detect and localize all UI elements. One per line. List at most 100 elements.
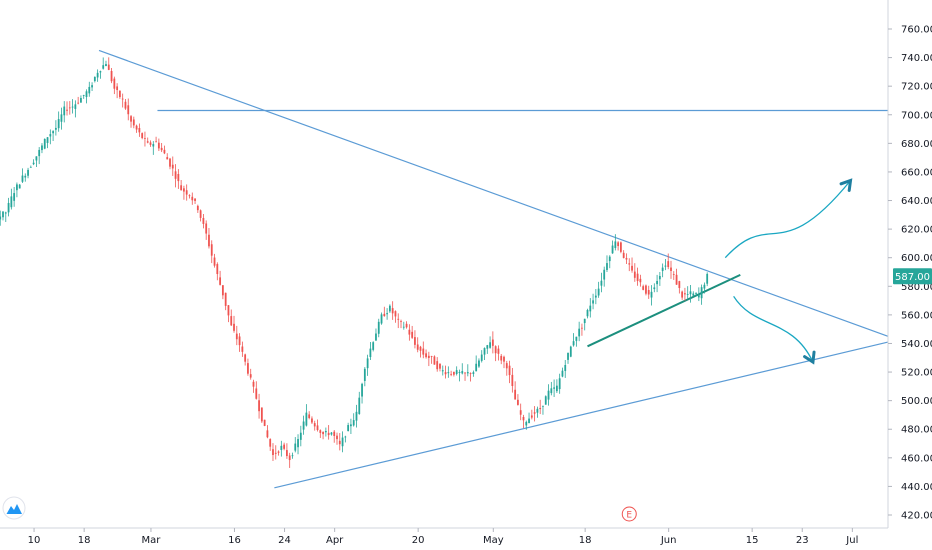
candle	[397, 313, 400, 329]
candle	[155, 136, 157, 143]
candle	[358, 391, 361, 415]
time-tick-label: Mar	[142, 535, 162, 546]
time-tick-label: 15	[746, 535, 759, 546]
candle	[625, 253, 628, 264]
candle	[43, 138, 46, 150]
candle	[469, 372, 472, 382]
candle	[631, 257, 633, 273]
candle	[194, 197, 196, 204]
candle	[558, 373, 561, 394]
earnings-marker-label: E	[626, 511, 632, 521]
candle	[60, 107, 63, 130]
current-price-label: 587.00	[893, 268, 932, 285]
candle	[530, 409, 533, 420]
candle	[533, 406, 536, 422]
time-axis[interactable]: 10 18 Mar 16 24 Apr 20 May 18 Jun 15 23 Jul	[28, 528, 859, 546]
candle	[221, 285, 224, 300]
descending-resistance-line[interactable]	[98, 49, 889, 337]
candle	[383, 306, 386, 317]
candle	[244, 353, 247, 366]
tradingview-cloud-icon[interactable]	[2, 496, 26, 520]
candle	[146, 137, 149, 144]
candle	[656, 274, 658, 293]
candle	[642, 284, 645, 291]
candle	[519, 403, 522, 421]
candle	[586, 308, 589, 319]
candle	[316, 419, 319, 432]
short-rising-support-line[interactable]	[587, 273, 741, 348]
price-tick-label: 640.00	[901, 196, 932, 207]
candle	[341, 431, 344, 453]
candle	[138, 123, 141, 137]
candle	[113, 76, 116, 95]
price-axis[interactable]: 420.00 440.00 460.00 480.00 500.00 520.00 540.…	[888, 25, 932, 522]
candle	[119, 90, 121, 99]
candle	[107, 57, 110, 71]
candle	[436, 357, 439, 372]
candle	[63, 101, 66, 123]
candle	[322, 431, 324, 440]
candle	[166, 153, 169, 160]
current-price-badge	[893, 268, 932, 285]
candle	[475, 355, 478, 372]
candle	[249, 368, 252, 380]
earnings-marker[interactable]: E	[621, 506, 637, 522]
candle	[319, 429, 322, 438]
price-tick-label: 620.00	[901, 225, 932, 236]
candle	[494, 345, 497, 362]
candle	[536, 406, 539, 418]
ascending-support-line[interactable]	[274, 341, 889, 489]
price-tick-label: 760.00	[901, 25, 932, 36]
candle	[517, 394, 519, 406]
candle	[13, 186, 16, 207]
candle	[344, 435, 347, 443]
price-tick-label: 680.00	[901, 139, 932, 150]
candle	[82, 94, 85, 99]
candle	[216, 262, 219, 281]
candle	[27, 167, 29, 179]
bullish-scenario-arrow[interactable]	[724, 178, 853, 259]
price-tick-label: 440.00	[901, 482, 932, 493]
candle	[461, 363, 464, 375]
candle	[302, 415, 305, 435]
candle	[2, 211, 4, 221]
earnings-marker-circle[interactable]	[621, 506, 637, 522]
candle	[411, 325, 414, 339]
candle	[600, 272, 603, 293]
candle	[49, 129, 52, 145]
candle	[578, 321, 581, 342]
time-tick-label: 10	[28, 535, 41, 546]
candle	[327, 425, 330, 440]
candle	[235, 325, 238, 346]
candle	[185, 184, 188, 201]
candle	[258, 393, 260, 419]
time-tick-label: Jun	[660, 535, 677, 546]
candle	[706, 272, 709, 287]
candle	[645, 284, 647, 296]
candle	[110, 68, 113, 84]
candle	[572, 333, 575, 347]
candle	[74, 100, 77, 118]
bearish-scenario-arrow[interactable]	[733, 295, 816, 365]
candle	[441, 365, 444, 376]
candle	[288, 452, 291, 468]
candle	[160, 142, 163, 153]
candle	[213, 253, 216, 268]
price-tick-label: 480.00	[901, 425, 932, 436]
price-tick-label: 520.00	[901, 368, 932, 379]
candle	[66, 101, 68, 116]
candle	[191, 192, 194, 205]
candle	[647, 285, 650, 299]
candle	[622, 250, 625, 259]
candle	[483, 347, 486, 361]
candle	[274, 445, 277, 460]
candle	[32, 159, 35, 166]
candle	[450, 370, 453, 377]
trend-lines[interactable]	[98, 49, 889, 489]
scenario-arrows[interactable]	[724, 178, 853, 365]
time-tick-label: 23	[796, 535, 809, 546]
candle	[567, 352, 569, 364]
candle	[77, 96, 80, 105]
